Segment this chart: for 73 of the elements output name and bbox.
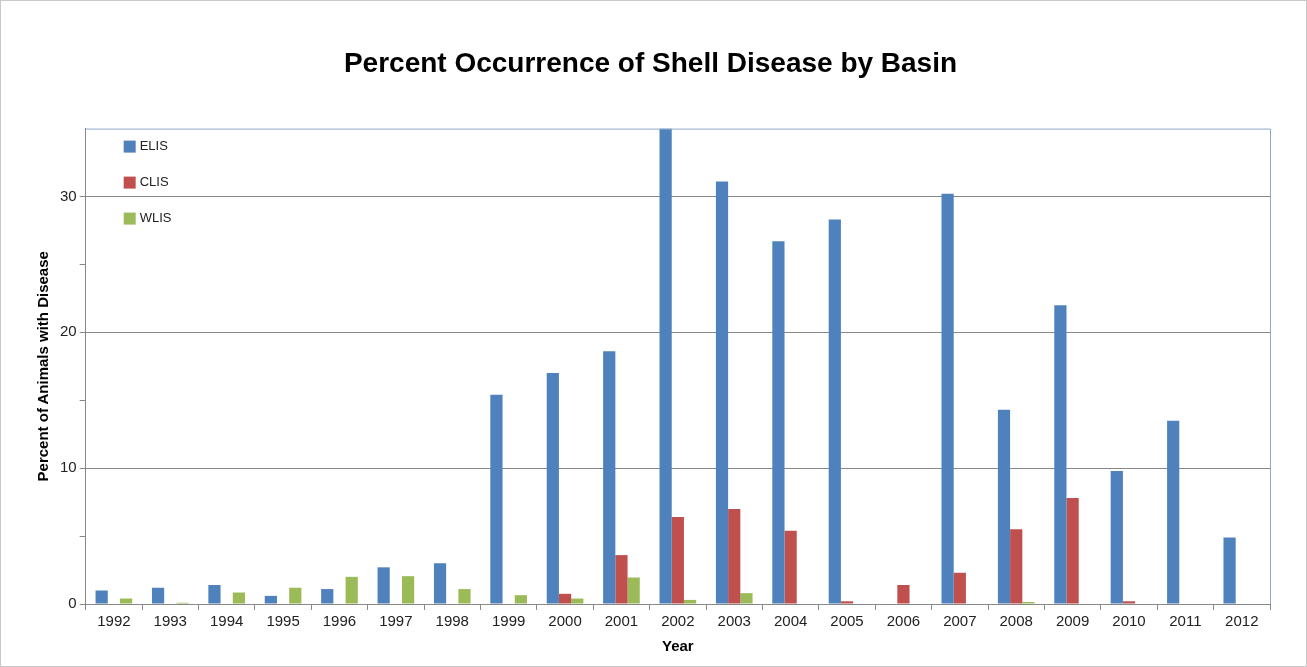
bar — [151, 587, 165, 604]
bar — [840, 601, 854, 604]
bar — [953, 572, 966, 604]
bar — [715, 181, 729, 604]
x-tick-label: 2008 — [999, 612, 1033, 630]
bar — [1010, 529, 1023, 604]
bar — [1110, 470, 1123, 604]
y-tick-label: 20 — [60, 322, 77, 340]
bar — [119, 598, 133, 604]
legend-label: ELIS — [139, 138, 169, 154]
bar — [897, 584, 910, 604]
bar — [232, 592, 245, 604]
chart-title: Percent Occurrence of Shell Disease by Basin — [343, 46, 958, 78]
x-tick-label: 2002 — [661, 612, 695, 630]
bar — [1223, 537, 1236, 604]
x-tick-label: 2001 — [604, 612, 639, 630]
y-axis-title: Percent of Animals with Disease — [34, 251, 52, 482]
x-tick-label: 2010 — [1112, 612, 1146, 630]
bar — [1054, 305, 1067, 604]
bar — [289, 587, 302, 604]
bar — [345, 576, 358, 604]
legend-label: CLIS — [139, 174, 169, 190]
bar — [321, 589, 334, 604]
x-tick-label: 1993 — [153, 612, 187, 630]
bar — [772, 241, 785, 604]
bar — [740, 593, 753, 604]
x-tick-label: 2006 — [886, 612, 921, 630]
bar — [671, 517, 684, 604]
x-tick-label: 1998 — [435, 612, 469, 630]
bar — [401, 576, 415, 604]
x-tick-label: 2007 — [943, 612, 977, 630]
x-tick-label: 2003 — [717, 612, 751, 630]
bar — [728, 508, 741, 604]
x-tick-label: 1992 — [97, 612, 131, 630]
x-tick-label: 1997 — [379, 612, 413, 630]
bar — [571, 598, 584, 604]
bar — [514, 595, 527, 604]
x-tick-label: 2011 — [1169, 612, 1202, 630]
y-tick-label: 0 — [68, 594, 77, 612]
bar — [784, 530, 797, 604]
x-tick-label: 1994 — [209, 612, 244, 630]
bar — [377, 567, 390, 604]
x-tick-label: 1995 — [266, 612, 300, 630]
y-tick-label: 30 — [60, 186, 77, 204]
x-tick-label: 1999 — [491, 612, 526, 630]
bar — [659, 128, 672, 604]
bar — [264, 595, 277, 604]
bar — [997, 409, 1011, 604]
bar — [1066, 498, 1079, 604]
x-axis-title: Year — [661, 637, 694, 655]
bar — [208, 584, 221, 604]
bar — [95, 590, 108, 604]
x-tick-label: 2004 — [773, 612, 808, 630]
bar — [546, 373, 559, 604]
bar — [603, 351, 616, 604]
x-tick-label: 2012 — [1225, 612, 1259, 630]
x-tick-label: 2000 — [548, 612, 582, 630]
bar — [558, 593, 572, 604]
bar — [490, 394, 503, 604]
bar — [627, 577, 640, 604]
x-tick-label: 1996 — [322, 612, 357, 630]
bar — [941, 193, 954, 604]
bar — [433, 563, 447, 604]
y-tick-label: 10 — [60, 458, 77, 476]
bar — [683, 599, 697, 604]
bar — [615, 555, 628, 604]
x-tick-label: 2005 — [830, 612, 864, 630]
bar — [828, 219, 841, 604]
bar — [1167, 420, 1180, 604]
bar — [458, 589, 471, 604]
legend-label: WLIS — [139, 210, 172, 226]
x-tick-label: 2009 — [1055, 612, 1090, 630]
bar — [1122, 601, 1136, 604]
